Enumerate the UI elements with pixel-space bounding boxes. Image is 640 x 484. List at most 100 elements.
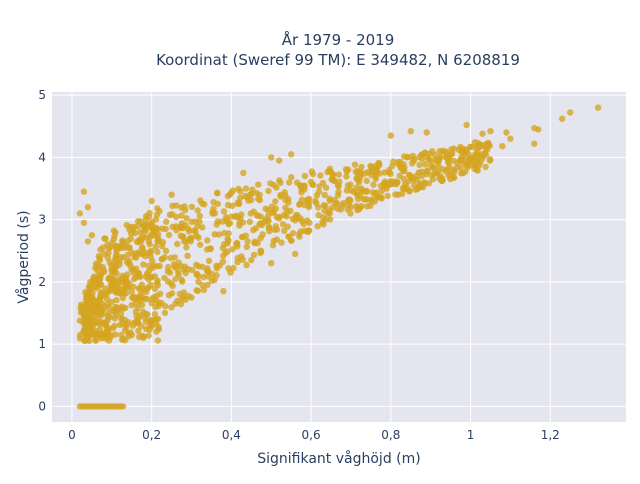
data-point: [268, 154, 275, 161]
data-point: [112, 242, 119, 250]
data-point: [381, 169, 388, 176]
data-point: [111, 232, 118, 240]
data-point: [136, 229, 144, 236]
data-point: [454, 159, 461, 167]
data-point: [384, 192, 391, 200]
data-point: [335, 188, 342, 195]
data-point: [351, 161, 359, 168]
data-point: [110, 268, 118, 276]
data-point: [137, 295, 144, 302]
data-point: [188, 203, 195, 210]
data-point: [210, 205, 217, 212]
data-point: [157, 290, 164, 297]
data-point: [146, 241, 153, 248]
data-point: [387, 170, 394, 177]
data-point: [363, 188, 370, 196]
x-tick-label: 0,2: [142, 428, 161, 442]
data-point: [332, 199, 339, 207]
data-point: [148, 322, 155, 330]
data-point: [211, 276, 218, 284]
data-point: [188, 294, 195, 301]
data-point: [142, 325, 150, 332]
data-point: [400, 175, 407, 182]
data-point: [172, 275, 179, 283]
data-point: [273, 226, 281, 233]
y-tick-label: 5: [38, 88, 46, 102]
data-point: [213, 262, 220, 270]
data-point: [134, 319, 142, 326]
data-point: [314, 204, 322, 211]
data-point: [110, 227, 118, 234]
data-point: [503, 129, 510, 136]
data-point: [168, 191, 175, 198]
data-point: [182, 221, 189, 229]
data-point: [117, 310, 125, 317]
data-point: [468, 143, 475, 150]
data-point: [138, 288, 145, 296]
data-point: [142, 318, 150, 326]
data-point: [265, 187, 272, 195]
data-point: [334, 205, 341, 212]
data-point: [185, 266, 192, 273]
data-point: [314, 223, 321, 230]
data-point: [99, 300, 106, 308]
data-point: [147, 249, 154, 256]
data-point: [190, 227, 198, 234]
data-point: [102, 235, 109, 242]
data-point: [138, 281, 146, 288]
data-point: [173, 265, 181, 272]
data-point: [323, 216, 330, 223]
data-point: [77, 304, 84, 312]
data-point: [336, 178, 343, 185]
data-point: [124, 251, 131, 259]
data-point: [205, 257, 213, 265]
data-point: [268, 260, 275, 267]
data-point: [427, 162, 435, 169]
data-point: [111, 288, 119, 295]
data-point: [347, 204, 355, 211]
x-tick-label: 0,4: [222, 428, 241, 442]
data-point: [450, 145, 458, 152]
data-point: [130, 275, 138, 283]
data-point: [482, 163, 489, 171]
data-point: [367, 202, 374, 209]
data-point: [169, 211, 176, 218]
data-point: [175, 259, 182, 266]
data-point: [407, 128, 414, 135]
data-point: [305, 201, 312, 208]
data-point: [373, 167, 381, 174]
data-point: [278, 239, 285, 246]
data-point: [257, 247, 265, 255]
data-point: [463, 146, 471, 153]
data-point: [461, 152, 468, 159]
data-point: [358, 163, 365, 171]
x-tick-label: 1,2: [541, 428, 560, 442]
data-point: [531, 124, 538, 132]
y-axis-title: Vågperiod (s): [15, 210, 32, 303]
data-point: [309, 181, 316, 188]
data-point: [433, 170, 441, 177]
data-point: [105, 275, 112, 282]
data-point: [238, 253, 245, 260]
data-point: [186, 236, 193, 243]
data-point: [237, 194, 244, 202]
data-point: [355, 206, 362, 213]
data-point: [277, 193, 284, 200]
data-point: [142, 273, 149, 280]
data-point: [410, 157, 418, 164]
data-point: [140, 222, 147, 229]
data-point: [183, 244, 190, 251]
data-point: [84, 238, 92, 245]
data-point: [197, 241, 204, 248]
data-point: [147, 281, 154, 289]
data-point: [487, 128, 494, 135]
data-point: [125, 260, 132, 268]
data-point: [317, 172, 324, 179]
data-point: [471, 139, 479, 146]
data-point: [145, 262, 152, 270]
data-point: [89, 304, 96, 312]
data-point: [158, 299, 165, 307]
data-point: [155, 237, 162, 245]
data-point: [272, 198, 279, 205]
